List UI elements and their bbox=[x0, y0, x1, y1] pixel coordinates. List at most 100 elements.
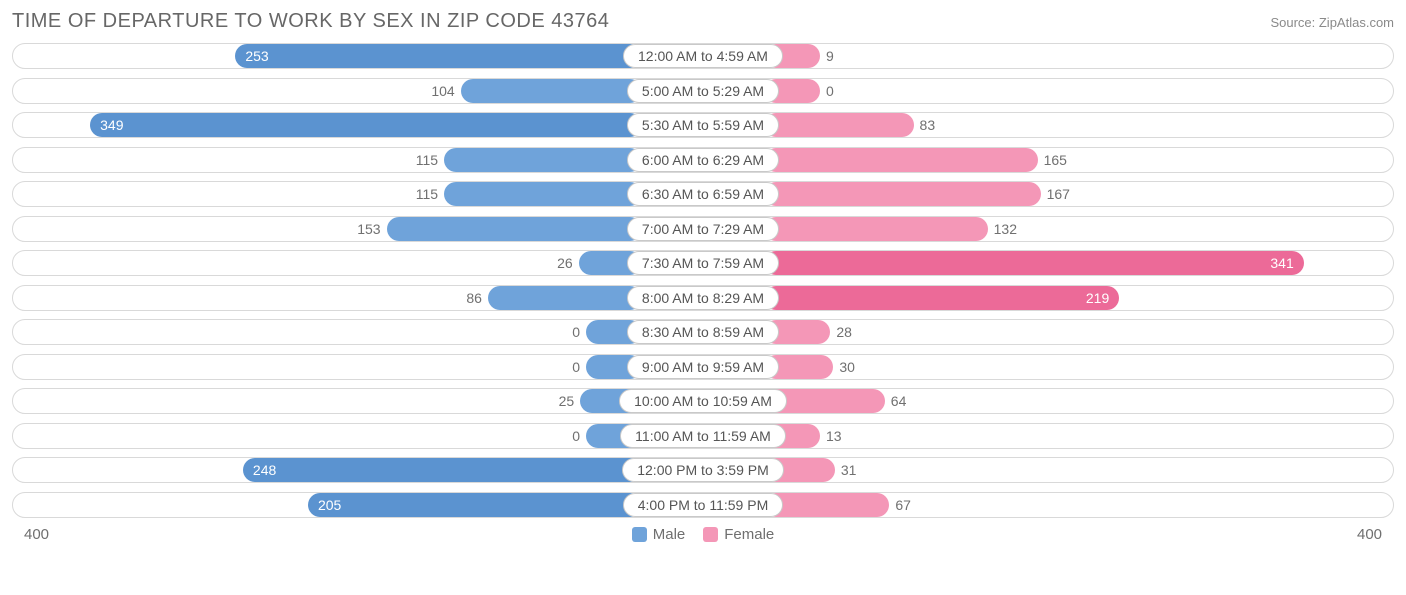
row-label-wrap: 6:30 AM to 6:59 AM bbox=[618, 182, 788, 206]
chart-source: Source: ZipAtlas.com bbox=[1270, 15, 1394, 30]
female-half: 67 bbox=[788, 493, 1393, 517]
male-bar: 248 bbox=[243, 458, 642, 482]
chart-row: 2510:00 AM to 10:59 AM 64 bbox=[12, 388, 1394, 414]
row-label-wrap: 5:30 AM to 5:59 AM bbox=[618, 113, 788, 137]
female-value: 28 bbox=[836, 324, 852, 340]
chart-row: 1156:00 AM to 6:29 AM165 bbox=[12, 147, 1394, 173]
female-value: 132 bbox=[994, 221, 1017, 237]
diverging-bar-chart: 253 12:00 AM to 4:59 AM9 1045:00 AM to 5:2… bbox=[12, 43, 1394, 518]
female-half: 132 bbox=[788, 217, 1393, 241]
legend-swatch-male bbox=[632, 527, 647, 542]
male-half: 248 bbox=[13, 458, 618, 482]
row-label: 8:00 AM to 8:29 AM bbox=[627, 286, 779, 310]
female-value: 83 bbox=[920, 117, 936, 133]
chart-row: 26 7:30 AM to 7:59 AM 341 bbox=[12, 250, 1394, 276]
row-label: 11:00 AM to 11:59 AM bbox=[620, 424, 786, 448]
legend-item-female: Female bbox=[703, 526, 774, 543]
chart-row: 0 8:30 AM to 8:59 AM 28 bbox=[12, 319, 1394, 345]
chart-row: 1537:00 AM to 7:29 AM132 bbox=[12, 216, 1394, 242]
male-value: 115 bbox=[416, 186, 438, 202]
row-label-wrap: 7:30 AM to 7:59 AM bbox=[618, 251, 788, 275]
female-value: 165 bbox=[1044, 152, 1067, 168]
row-label: 6:30 AM to 6:59 AM bbox=[627, 182, 779, 206]
female-value: 341 bbox=[1270, 255, 1293, 271]
female-half: 30 bbox=[788, 355, 1393, 379]
chart-row: 1156:30 AM to 6:59 AM167 bbox=[12, 181, 1394, 207]
legend-swatch-female bbox=[703, 527, 718, 542]
row-label-wrap: 10:00 AM to 10:59 AM bbox=[618, 389, 788, 413]
row-label: 8:30 AM to 8:59 AM bbox=[627, 320, 779, 344]
chart-row: 24812:00 PM to 3:59 PM 31 bbox=[12, 457, 1394, 483]
male-half: 115 bbox=[13, 148, 618, 172]
male-value: 349 bbox=[100, 117, 123, 133]
female-value: 0 bbox=[826, 83, 834, 99]
male-value: 26 bbox=[557, 255, 573, 271]
female-half: 341 bbox=[788, 251, 1393, 275]
male-value: 115 bbox=[416, 152, 438, 168]
chart-row: 0 11:00 AM to 11:59 AM 13 bbox=[12, 423, 1394, 449]
male-value: 86 bbox=[466, 290, 482, 306]
row-label: 10:00 AM to 10:59 AM bbox=[619, 389, 787, 413]
row-label-wrap: 12:00 PM to 3:59 PM bbox=[618, 458, 788, 482]
male-half: 153 bbox=[13, 217, 618, 241]
male-value: 0 bbox=[572, 359, 580, 375]
female-value: 67 bbox=[895, 497, 911, 513]
chart-row: 253 12:00 AM to 4:59 AM9 bbox=[12, 43, 1394, 69]
male-value: 205 bbox=[318, 497, 341, 513]
male-bar: 205 bbox=[308, 493, 642, 517]
male-value: 253 bbox=[245, 48, 268, 64]
chart-title: TIME OF DEPARTURE TO WORK BY SEX IN ZIP … bbox=[12, 10, 609, 33]
female-bar: 132 bbox=[764, 217, 988, 241]
row-label: 5:00 AM to 5:29 AM bbox=[627, 79, 779, 103]
female-half: 28 bbox=[788, 320, 1393, 344]
row-label-wrap: 8:00 AM to 8:29 AM bbox=[618, 286, 788, 310]
male-bar: 253 bbox=[235, 44, 642, 68]
male-half: 205 bbox=[13, 493, 618, 517]
row-label: 9:00 AM to 9:59 AM bbox=[627, 355, 779, 379]
male-bar: 104 bbox=[461, 79, 642, 103]
male-value: 0 bbox=[572, 428, 580, 444]
female-bar: 165 bbox=[764, 148, 1038, 172]
male-value: 153 bbox=[357, 221, 380, 237]
row-label-wrap: 9:00 AM to 9:59 AM bbox=[618, 355, 788, 379]
chart-row: 349 5:30 AM to 5:59 AM 83 bbox=[12, 112, 1394, 138]
row-label: 7:30 AM to 7:59 AM bbox=[627, 251, 779, 275]
female-half: 64 bbox=[788, 389, 1393, 413]
male-bar: 349 bbox=[90, 113, 642, 137]
female-bar: 167 bbox=[764, 182, 1041, 206]
male-half: 25 bbox=[13, 389, 618, 413]
chart-legend: Male Female bbox=[632, 526, 775, 543]
male-half: 0 bbox=[13, 355, 618, 379]
female-bar: 341 bbox=[764, 251, 1304, 275]
male-half: 0 bbox=[13, 320, 618, 344]
row-label: 5:30 AM to 5:59 AM bbox=[627, 113, 779, 137]
female-value: 167 bbox=[1047, 186, 1070, 202]
row-label: 6:00 AM to 6:29 AM bbox=[627, 148, 779, 172]
chart-row: 0 9:00 AM to 9:59 AM 30 bbox=[12, 354, 1394, 380]
row-label-wrap: 7:00 AM to 7:29 AM bbox=[618, 217, 788, 241]
female-half: 83 bbox=[788, 113, 1393, 137]
chart-row: 1045:00 AM to 5:29 AM 0 bbox=[12, 78, 1394, 104]
female-half: 0 bbox=[788, 79, 1393, 103]
male-half: 349 bbox=[13, 113, 618, 137]
male-bar: 115 bbox=[444, 182, 642, 206]
female-value: 219 bbox=[1086, 290, 1109, 306]
legend-label-male: Male bbox=[653, 526, 686, 543]
female-half: 9 bbox=[788, 44, 1393, 68]
row-label-wrap: 6:00 AM to 6:29 AM bbox=[618, 148, 788, 172]
male-bar: 115 bbox=[444, 148, 642, 172]
male-half: 115 bbox=[13, 182, 618, 206]
female-bar: 219 bbox=[764, 286, 1119, 310]
female-value: 13 bbox=[826, 428, 842, 444]
legend-item-male: Male bbox=[632, 526, 686, 543]
male-value: 0 bbox=[572, 324, 580, 340]
row-label-wrap: 4:00 PM to 11:59 PM bbox=[618, 493, 788, 517]
female-value: 30 bbox=[839, 359, 855, 375]
row-label-wrap: 12:00 AM to 4:59 AM bbox=[618, 44, 788, 68]
female-half: 13 bbox=[788, 424, 1393, 448]
male-half: 253 bbox=[13, 44, 618, 68]
female-value: 64 bbox=[891, 393, 907, 409]
female-value: 31 bbox=[841, 462, 857, 478]
row-label-wrap: 11:00 AM to 11:59 AM bbox=[618, 424, 788, 448]
row-label-wrap: 5:00 AM to 5:29 AM bbox=[618, 79, 788, 103]
